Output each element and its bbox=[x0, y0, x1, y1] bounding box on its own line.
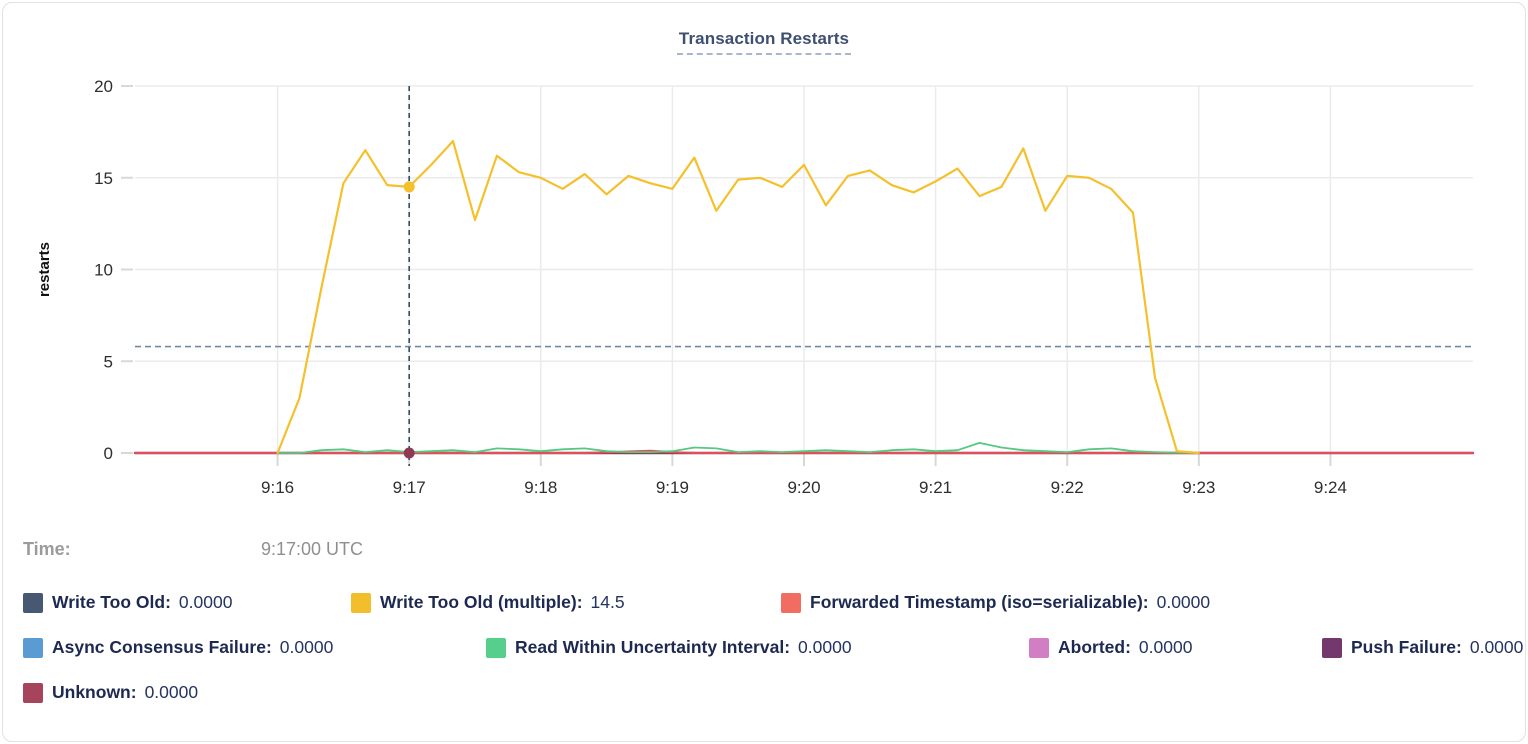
svg-text:9:20: 9:20 bbox=[787, 478, 820, 497]
svg-text:9:18: 9:18 bbox=[524, 478, 557, 497]
legend-value: 0.0000 bbox=[798, 637, 852, 657]
legend-label: Write Too Old (multiple): bbox=[380, 592, 583, 612]
time-value: 9:17:00 UTC bbox=[261, 539, 364, 559]
legend-value: 0.0000 bbox=[144, 682, 199, 702]
legend-value: 0.0000 bbox=[279, 637, 334, 657]
legend-item-push-failure: Push Failure: 0.0000 bbox=[1322, 637, 1523, 658]
series-swatch-write-too-old bbox=[23, 592, 43, 613]
legend-value: 0.0000 bbox=[1156, 592, 1211, 612]
legend-label: Forwarded Timestamp (iso=serializable): bbox=[810, 592, 1149, 612]
legend-label: Async Consensus Failure: bbox=[52, 637, 272, 657]
legend-item-aborted: Aborted: 0.0000 bbox=[1029, 637, 1282, 658]
legend-row-3: Unknown: 0.0000 bbox=[23, 682, 238, 703]
legend-item-unknown: Unknown: 0.0000 bbox=[23, 682, 198, 703]
legend-item-write-too-old: Write Too Old: 0.0000 bbox=[23, 592, 311, 613]
svg-text:9:17: 9:17 bbox=[393, 478, 426, 497]
svg-text:5: 5 bbox=[104, 352, 113, 371]
chart-title-wrap: Transaction Restarts bbox=[3, 29, 1525, 55]
chart-title[interactable]: Transaction Restarts bbox=[676, 29, 852, 55]
legend-label: Aborted: bbox=[1058, 637, 1131, 657]
legend-value: 0.0000 bbox=[1469, 637, 1524, 657]
series-swatch-unknown bbox=[23, 682, 43, 703]
svg-text:restarts: restarts bbox=[36, 242, 53, 297]
hover-time-row: Time: 9:17:00 UTC bbox=[23, 539, 363, 560]
legend-value: 0.0000 bbox=[178, 592, 233, 612]
legend-item-write-too-old-multiple: Write Too Old (multiple): 14.5 bbox=[351, 592, 741, 613]
series-swatch-read-within-uncertainty bbox=[486, 637, 506, 658]
svg-text:0: 0 bbox=[104, 444, 113, 463]
svg-text:10: 10 bbox=[94, 261, 113, 280]
svg-text:15: 15 bbox=[94, 169, 113, 188]
series-swatch-write-too-old-multiple bbox=[351, 592, 371, 613]
legend-value: 14.5 bbox=[590, 592, 625, 612]
svg-text:9:21: 9:21 bbox=[919, 478, 952, 497]
svg-text:9:23: 9:23 bbox=[1182, 478, 1215, 497]
series-swatch-async-consensus-failure bbox=[23, 637, 43, 658]
svg-text:9:19: 9:19 bbox=[656, 478, 689, 497]
legend-item-read-within-uncertainty: Read Within Uncertainty Interval: 0.0000 bbox=[486, 637, 989, 658]
legend-row-2: Async Consensus Failure: 0.0000 Read Wit… bbox=[23, 637, 1528, 658]
transaction-restarts-chart[interactable]: 0 5 10 15 20 9:16 9:17 9:18 9:19 9:20 9:21 9:22 9:23… bbox=[3, 3, 1528, 515]
svg-text:9:24: 9:24 bbox=[1314, 478, 1347, 497]
legend-row-1: Write Too Old: 0.0000 Write Too Old (mul… bbox=[23, 592, 1250, 613]
svg-text:20: 20 bbox=[94, 77, 113, 96]
legend-value: 0.0000 bbox=[1138, 637, 1193, 657]
legend-label: Push Failure: bbox=[1351, 637, 1462, 657]
legend-label: Read Within Uncertainty Interval: bbox=[515, 637, 791, 657]
legend-label: Unknown: bbox=[52, 682, 137, 702]
legend-label: Write Too Old: bbox=[52, 592, 171, 612]
svg-text:9:22: 9:22 bbox=[1051, 478, 1084, 497]
time-label: Time: bbox=[23, 539, 71, 559]
legend-item-async-consensus-failure: Async Consensus Failure: 0.0000 bbox=[23, 637, 446, 658]
series-swatch-aborted bbox=[1029, 637, 1049, 658]
legend-item-forwarded-timestamp: Forwarded Timestamp (iso=serializable): … bbox=[781, 592, 1210, 613]
svg-text:9:16: 9:16 bbox=[261, 478, 294, 497]
series-swatch-push-failure bbox=[1322, 637, 1342, 658]
series-swatch-forwarded-timestamp bbox=[781, 592, 801, 613]
